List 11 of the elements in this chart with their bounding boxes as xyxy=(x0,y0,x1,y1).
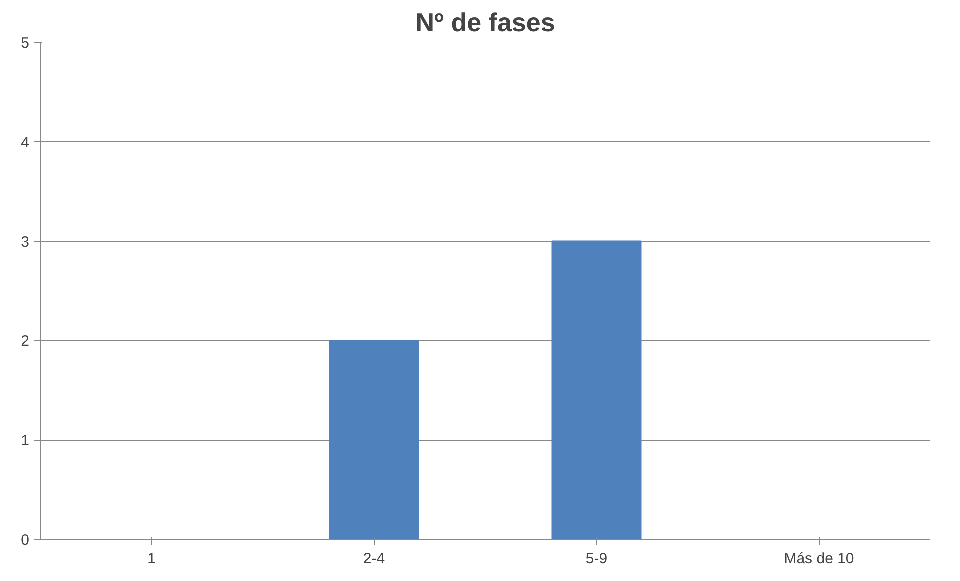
x-tick-label: 5-9 xyxy=(586,550,608,568)
y-tick-label: 3 xyxy=(21,234,30,251)
y-tick-label: 0 xyxy=(21,532,30,549)
x-tick-label: 2-4 xyxy=(363,550,386,568)
y-tick-label: 4 xyxy=(21,134,30,152)
y-tick-label: 2 xyxy=(21,333,30,350)
chart-title: Nº de fases xyxy=(416,8,556,38)
x-tick-label: 1 xyxy=(148,550,156,568)
y-tick-label: 1 xyxy=(21,432,30,450)
x-tick-label: Más de 10 xyxy=(784,550,854,568)
y-tick-label: 5 xyxy=(21,35,30,52)
